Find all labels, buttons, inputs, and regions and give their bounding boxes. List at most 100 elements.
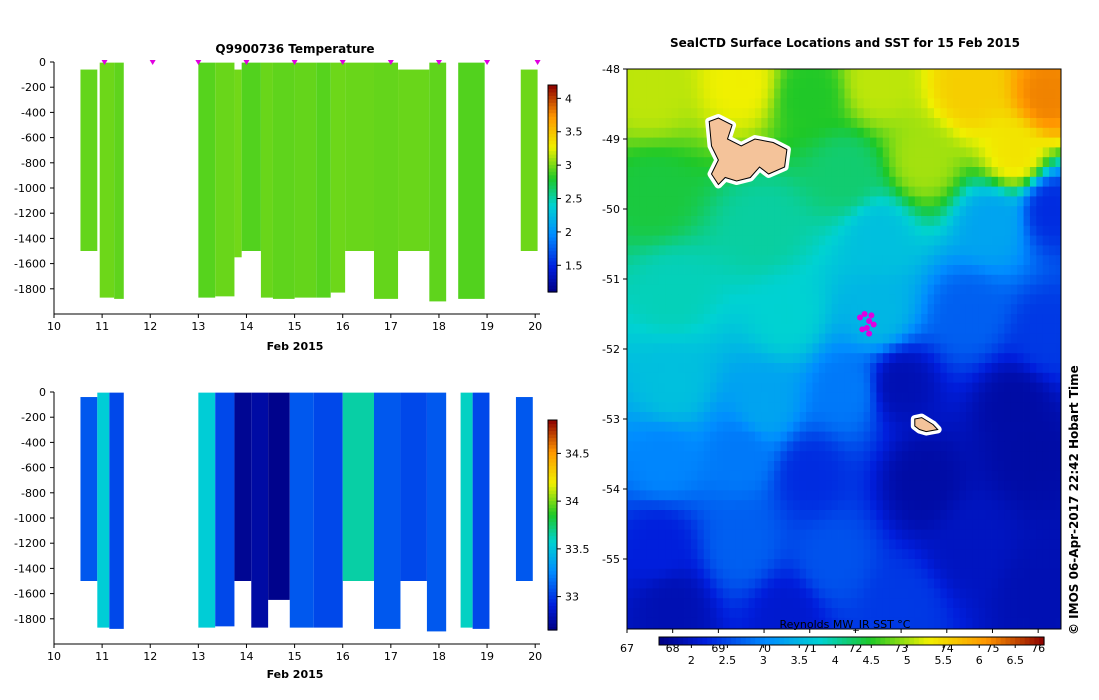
surface-marker: [149, 60, 156, 65]
sst-cell: [895, 568, 903, 579]
sst-cell: [1036, 627, 1044, 629]
sst-cell: [831, 157, 839, 168]
sst-cell: [735, 127, 743, 138]
sst-cell: [933, 333, 941, 344]
sst-cell: [1029, 402, 1037, 413]
sst-cell: [882, 412, 890, 423]
sst-cell: [652, 323, 660, 334]
sst-cell: [972, 608, 980, 619]
colorbar-tick-label: 34: [565, 495, 579, 508]
sst-cell: [1023, 78, 1031, 89]
sst-cell: [863, 157, 871, 168]
sst-cell: [959, 343, 967, 354]
sst-cell: [997, 78, 1005, 89]
sst-cell: [1004, 529, 1012, 540]
sst-cell: [946, 480, 954, 491]
sst-cell: [735, 78, 743, 89]
sst-cell: [965, 304, 973, 315]
colorbar-swatch: [548, 497, 557, 502]
sst-cell: [985, 353, 992, 364]
sst-cell: [1042, 127, 1050, 138]
sst-cell: [780, 451, 788, 462]
sst-cell: [921, 137, 929, 148]
profile-bar: [373, 392, 401, 629]
sst-cell: [921, 225, 929, 236]
sst-cell: [761, 304, 769, 315]
sst-cell: [876, 598, 884, 609]
sst-cell: [953, 510, 960, 521]
sst-cell: [652, 588, 660, 599]
sst-cell: [1017, 353, 1024, 364]
sst-cell: [793, 627, 801, 629]
sst-cell: [786, 568, 794, 579]
sst-cell: [806, 304, 813, 315]
sst-cell: [889, 431, 897, 442]
sst-cell: [1029, 196, 1037, 207]
sst-cell: [933, 127, 941, 138]
sst-cell: [646, 529, 653, 540]
sst-cell: [978, 98, 986, 109]
sst-cell: [799, 323, 807, 334]
sst-cell: [978, 265, 986, 276]
sst-cell: [761, 353, 769, 364]
sst-cell: [831, 108, 839, 119]
sst-cell: [857, 304, 865, 315]
sst-cell: [1036, 480, 1044, 491]
sst-cell: [703, 78, 711, 89]
sst-cell: [940, 206, 948, 217]
sst-cell: [786, 88, 794, 99]
sst-cell: [1010, 274, 1018, 285]
sst-cell: [1042, 568, 1050, 579]
sst-cell: [729, 353, 737, 364]
sst-cell: [953, 304, 960, 315]
sst-cell: [748, 490, 756, 501]
sst-cell: [857, 78, 865, 89]
sst-cell: [774, 235, 781, 246]
sst-cell: [1042, 559, 1050, 570]
sst-cell: [671, 118, 679, 129]
sst-cell: [927, 451, 935, 462]
sst-cell: [991, 245, 999, 256]
sst-cell: [933, 519, 941, 530]
sst-cell: [806, 265, 813, 276]
sst-cell: [863, 510, 871, 521]
sst-cell: [1049, 392, 1056, 403]
sst-cell: [946, 157, 954, 168]
sst-cell: [684, 461, 692, 472]
sst-cell: [722, 235, 730, 246]
sst-cell: [1017, 627, 1024, 629]
sst-cell: [742, 284, 749, 295]
sst-cell: [953, 343, 960, 354]
sst-cell: [697, 88, 705, 99]
sst-cell: [850, 412, 858, 423]
sst-cell: [1017, 539, 1024, 550]
sst-cell: [831, 441, 839, 452]
sst-cell: [678, 412, 685, 423]
sst-cell: [806, 461, 813, 472]
sst-cell: [1042, 333, 1050, 344]
sst-cell: [921, 167, 929, 178]
y-tick-label: -400: [21, 436, 46, 449]
sst-cell: [946, 392, 954, 403]
colorbar-swatch: [548, 626, 557, 631]
sst-cell: [722, 568, 730, 579]
sst-cell: [735, 529, 743, 540]
sst-cell: [972, 578, 980, 589]
sst-cell: [774, 480, 781, 491]
sst-cell: [710, 196, 717, 207]
sst-cell: [914, 598, 922, 609]
sst-cell: [754, 431, 762, 442]
sst-cell: [946, 69, 954, 80]
sst-cell: [946, 343, 954, 354]
sst-cell: [678, 284, 685, 295]
sst-cell: [812, 412, 820, 423]
sst-cell: [825, 363, 833, 374]
sst-cell: [914, 402, 922, 413]
sst-cell: [825, 451, 833, 462]
sst-cell: [1023, 608, 1031, 619]
sst-cell: [748, 549, 756, 560]
sst-cell: [933, 137, 941, 148]
sst-cell: [870, 216, 877, 227]
sst-cell: [889, 245, 897, 256]
sst-cell: [902, 568, 909, 579]
